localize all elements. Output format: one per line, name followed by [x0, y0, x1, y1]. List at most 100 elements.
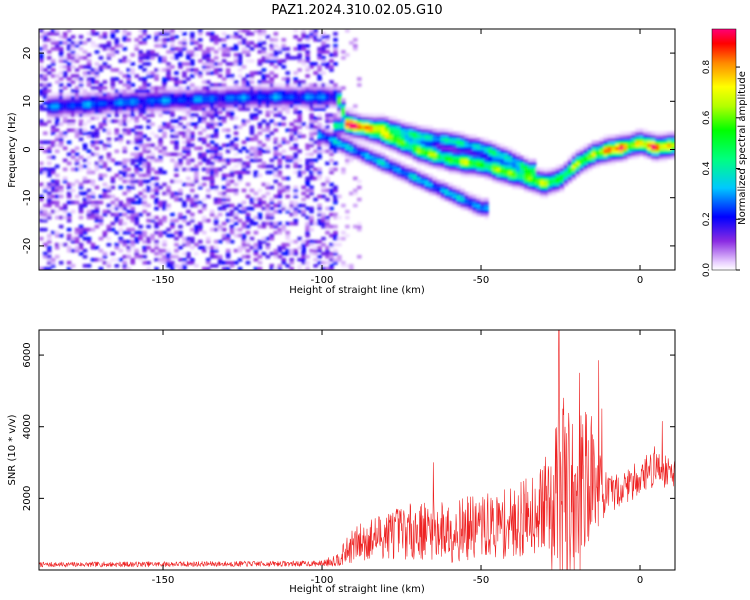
heatmap-cell: [201, 197, 207, 202]
heatmap-cell: [480, 137, 485, 142]
figure-title: PAZ1.2024.310.02.05.G10: [271, 3, 442, 18]
heatmap-cell: [384, 146, 390, 151]
heatmap-cell: [460, 188, 465, 193]
heatmap-cell: [388, 131, 394, 136]
heatmap-cell: [217, 89, 223, 93]
heatmap-cell: [70, 110, 76, 114]
heatmap-cell: [221, 83, 227, 87]
heatmap-cell: [380, 113, 386, 117]
heatmap-cell: [166, 65, 171, 69]
heatmap-cell: [130, 71, 136, 75]
heatmap-cell: [309, 104, 314, 108]
heatmap-cell: [281, 89, 287, 93]
heatmap-cell: [229, 92, 235, 96]
heatmap-cell: [54, 116, 60, 120]
heatmap-cell: [488, 155, 493, 160]
heatmap-cell: [126, 167, 132, 172]
heatmap-cell: [126, 230, 132, 235]
heatmap-cell: [372, 155, 378, 160]
heatmap-cell: [170, 107, 175, 111]
heatmap-cell: [209, 86, 215, 90]
heatmap-cell: [269, 38, 275, 42]
heatmap-cell: [174, 125, 179, 130]
heatmap-cell: [122, 74, 128, 78]
heatmap-cell: [627, 143, 632, 148]
heatmap-cell: [396, 119, 402, 123]
heatmap-cell: [205, 266, 211, 270]
heatmap-cell: [444, 167, 450, 172]
heatmap-cell: [58, 53, 64, 57]
heatmap-cell: [321, 131, 326, 136]
heatmap-cell: [428, 173, 434, 178]
heatmap-cell: [102, 89, 108, 93]
heatmap-cell: [190, 113, 195, 117]
heatmap-cell: [241, 83, 247, 87]
heatmap-cell: [134, 101, 139, 105]
heatmap-cell: [134, 74, 139, 78]
heatmap-cell: [54, 74, 60, 78]
heatmap-cell: [134, 107, 139, 111]
heatmap-cell: [150, 71, 155, 75]
heatmap-cell: [273, 122, 279, 126]
heatmap-cell: [293, 200, 298, 205]
heatmap-cell: [595, 146, 601, 151]
heatmap-cell: [174, 119, 179, 123]
heatmap-cell: [345, 122, 350, 126]
heatmap-cell: [78, 185, 84, 190]
heatmap-cell: [122, 95, 128, 99]
heatmap-cell: [229, 239, 235, 244]
heatmap-cell: [39, 194, 44, 199]
heatmap-cell: [416, 158, 422, 163]
heatmap-cell: [396, 170, 402, 175]
heatmap-cell: [54, 185, 60, 190]
heatmap-cell: [205, 176, 211, 181]
heatmap-cell: [543, 179, 549, 184]
heatmap-cell: [555, 185, 561, 190]
heatmap-cell: [58, 71, 64, 75]
heatmap-cell: [468, 140, 473, 145]
heatmap-cell: [225, 173, 231, 178]
heatmap-cell: [78, 230, 84, 235]
heatmap-cell: [78, 95, 84, 99]
heatmap-cell: [277, 110, 283, 114]
heatmap-cell: [603, 149, 609, 154]
heatmap-cell: [166, 233, 171, 238]
heatmap-cell: [289, 248, 294, 253]
heatmap-cell: [102, 128, 108, 133]
heatmap-cell: [74, 194, 80, 199]
heatmap-cell: [289, 155, 294, 160]
heatmap-cell: [464, 140, 469, 145]
heatmap-cell: [198, 47, 203, 51]
heatmap-cell: [118, 104, 124, 108]
heatmap-cell: [523, 167, 529, 172]
heatmap-cell: [500, 167, 505, 172]
heatmap-cell: [563, 170, 569, 175]
heatmap-cell: [432, 140, 438, 145]
heatmap-cell: [249, 98, 255, 102]
heatmap-cell: [321, 41, 326, 45]
heatmap-cell: [82, 122, 88, 126]
heatmap-cell: [118, 98, 124, 102]
heatmap-cell: [428, 164, 434, 169]
heatmap-cell: [587, 164, 593, 169]
heatmap-cell: [39, 182, 44, 187]
heatmap-cell: [221, 107, 227, 111]
heatmap-cell: [635, 146, 640, 151]
heatmap-cell: [360, 137, 366, 142]
heatmap-cell: [416, 137, 422, 142]
heatmap-cell: [424, 134, 430, 139]
heatmap-cell: [62, 215, 68, 220]
heatmap-cell: [106, 143, 112, 148]
heatmap-cell: [452, 170, 457, 175]
heatmap-cell: [174, 143, 179, 148]
heatmap-cell: [325, 215, 330, 220]
heatmap-cell: [428, 146, 434, 151]
heatmap-cell: [46, 95, 52, 99]
heatmap-cell: [130, 227, 136, 232]
heatmap-cell: [213, 218, 219, 223]
heatmap-cell: [333, 167, 338, 172]
heatmap-cell: [400, 143, 406, 148]
y-tick-label: 10: [22, 95, 33, 108]
heatmap-cell: [221, 86, 227, 90]
heatmap-cell: [174, 77, 179, 81]
